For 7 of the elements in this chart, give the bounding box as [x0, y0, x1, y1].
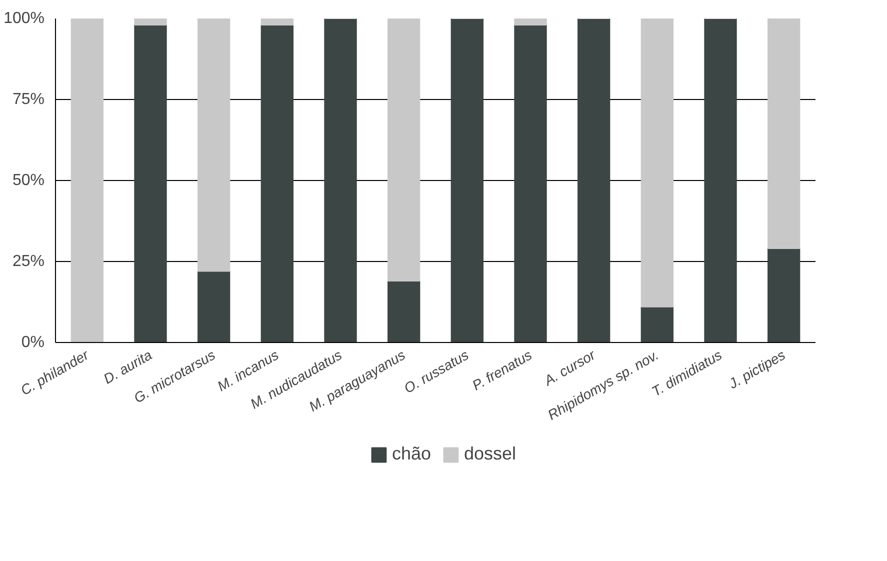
y-tick-label: 75% — [12, 91, 45, 108]
y-tick-label: 50% — [12, 172, 45, 189]
y-tick-label: 0% — [21, 334, 44, 351]
y-tick-label: 100% — [4, 10, 44, 27]
legend-label: chão — [392, 444, 432, 464]
y-tick-label: 25% — [12, 253, 45, 270]
legend-label: dossel — [464, 444, 516, 464]
